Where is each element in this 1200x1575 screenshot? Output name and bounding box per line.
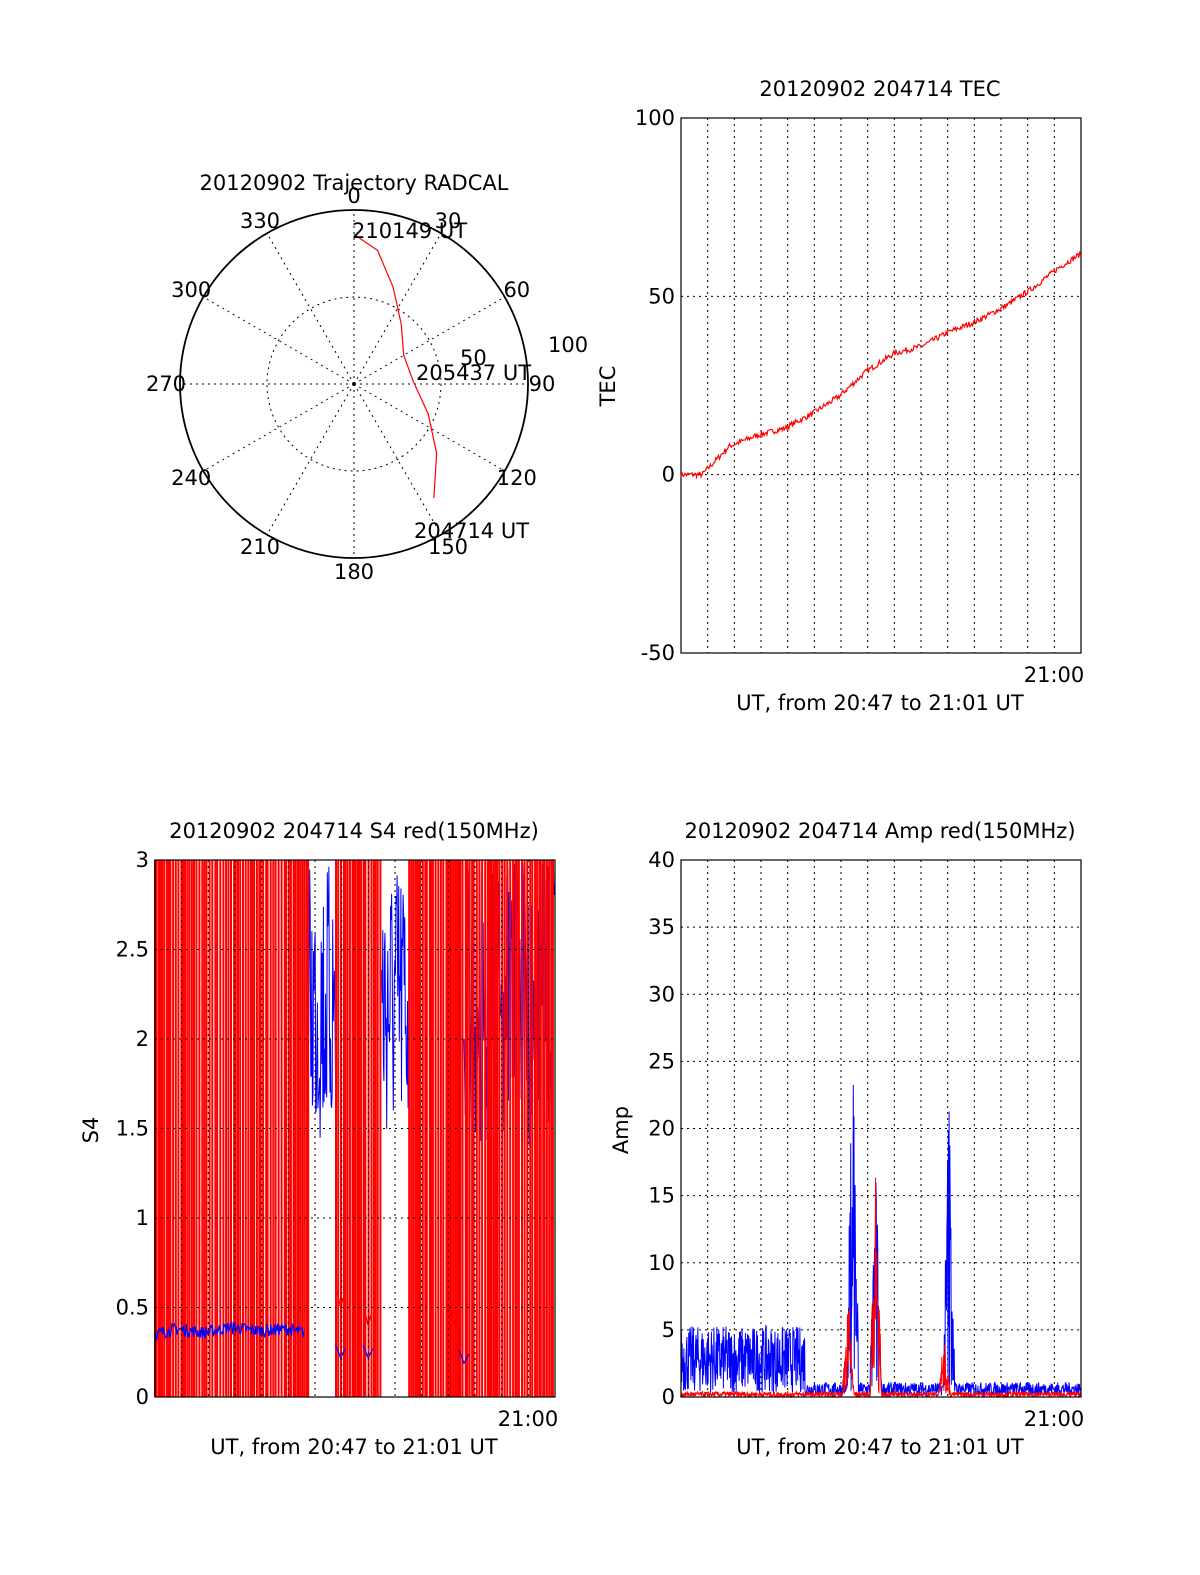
- amp-red-series: [680, 1177, 1082, 1399]
- polar-azimuth-label: 120: [497, 466, 537, 490]
- y-tick-label: 5: [662, 1318, 675, 1342]
- polar-azimuth-label: 270: [146, 372, 186, 396]
- polar-azimuth-label: 0: [347, 184, 360, 208]
- s4-blue-low-point: [458, 1350, 470, 1365]
- amp-x-tick-label: 21:00: [1024, 1407, 1085, 1431]
- polar-radial-label-50: 50: [460, 346, 487, 370]
- trajectory-annotation-start: 204714 UT: [414, 519, 529, 543]
- y-tick-label: 20: [648, 1117, 675, 1141]
- polar-radial-label-100: 100: [548, 333, 588, 357]
- tec-x-axis-label: UT, from 20:47 to 21:01 UT: [736, 691, 1024, 715]
- amp-series: [680, 1084, 1082, 1399]
- s4-blue-dense: [381, 875, 410, 1129]
- polar-ring: [266, 296, 442, 472]
- s4-blue-low-point: [362, 1344, 374, 1360]
- s4-red-low-point: [336, 1289, 346, 1308]
- polar-spoke: [353, 296, 505, 385]
- polar-spoke: [203, 296, 355, 385]
- amp-y-axis-label: Amp: [609, 1106, 633, 1154]
- polar-azimuth-label: 330: [240, 209, 280, 233]
- polar-azimuth-label: 240: [171, 466, 211, 490]
- polar-azimuth-label: 210: [240, 535, 280, 559]
- trajectory-line: [353, 233, 438, 499]
- trajectory-annotation-end: 210149 UT: [352, 219, 467, 243]
- y-tick-label: 100: [635, 106, 675, 130]
- y-tick-label: 1: [136, 1206, 149, 1230]
- polar-spoke: [266, 383, 355, 535]
- tec-y-axis-label: TEC: [596, 366, 620, 408]
- s4-red-low-point: [363, 1307, 373, 1326]
- tec-frame: [680, 117, 1082, 654]
- y-tick-label: 0.5: [116, 1296, 149, 1320]
- polar-spoke: [353, 383, 442, 535]
- y-tick-label: 15: [648, 1184, 675, 1208]
- tec-title: 20120902 204714 TEC: [759, 77, 1000, 101]
- polar-spoke: [353, 383, 505, 472]
- s4-frame: [154, 859, 556, 1398]
- tec-y-tick-labels: -50 0 50 100: [635, 106, 675, 665]
- y-tick-label: -50: [641, 641, 675, 665]
- y-tick-label: 3: [136, 848, 149, 872]
- trajectory-panel: 20120902 Trajectory RADCAL 0 30 60 90 120 150…: [146, 171, 588, 584]
- polar-azimuth-label: 150: [428, 535, 468, 559]
- y-tick-label: 40: [648, 848, 675, 872]
- polar-azimuth-label: 60: [503, 278, 530, 302]
- polar-grid: [180, 210, 528, 558]
- polar-azimuth-label: 90: [529, 372, 556, 396]
- polar-outer-circle: [179, 209, 529, 559]
- s4-x-tick-label: 21:00: [498, 1407, 559, 1431]
- amp-title: 20120902 204714 Amp red(150MHz): [684, 819, 1075, 843]
- y-tick-label: 35: [648, 915, 675, 939]
- y-tick-label: 0: [662, 463, 675, 487]
- tec-grid: [681, 118, 1081, 653]
- s4-y-tick-labels: 0 0.5 1 1.5 2 2.5 3: [116, 848, 149, 1409]
- amp-panel: 20120902 204714 Amp red(150MHz) 0 5 10 15 20…: [609, 819, 1084, 1459]
- s4-x-axis-label: UT, from 20:47 to 21:01 UT: [210, 1435, 498, 1459]
- polar-azimuth-labels: 0 30 60 90 120 150 180 210 240 270 300 330: [146, 184, 555, 584]
- trajectory-title: 20120902 Trajectory RADCAL: [200, 171, 509, 195]
- tec-panel: 20120902 204714 TEC -50 0 50 100 21:00 UT, …: [596, 77, 1084, 715]
- polar-azimuth-label: 30: [435, 209, 462, 233]
- polar-spoke: [266, 233, 355, 385]
- y-tick-label: 0: [136, 1385, 149, 1409]
- polar-spoke: [203, 383, 355, 472]
- s4-red-low-point: [450, 1307, 460, 1326]
- s4-grid: [155, 860, 555, 1397]
- y-tick-label: 30: [648, 982, 675, 1006]
- amp-y-tick-labels: 0 5 10 15 20 25 30 35 40: [648, 848, 675, 1409]
- trajectory-annotation-mid: 205437 UT: [416, 361, 531, 385]
- amp-grid: [681, 860, 1081, 1397]
- s4-blue-baseline: [154, 1321, 305, 1342]
- y-tick-label: 2.5: [116, 938, 149, 962]
- amp-x-axis-label: UT, from 20:47 to 21:01 UT: [736, 1435, 1024, 1459]
- amp-frame: [680, 859, 1082, 1398]
- s4-blue-low-point: [335, 1344, 347, 1360]
- y-tick-label: 1.5: [116, 1117, 149, 1141]
- tec-x-tick-label: 21:00: [1024, 663, 1085, 687]
- tec-series-line: [680, 251, 1082, 480]
- polar-azimuth-label: 300: [171, 278, 211, 302]
- y-tick-label: 50: [648, 284, 675, 308]
- s4-panel: 20120902 204714 S4 red(150MHz) 0 0.5 1 1.5 2…: [79, 819, 558, 1459]
- polar-azimuth-label: 180: [334, 560, 374, 584]
- y-tick-label: 0: [662, 1385, 675, 1409]
- y-tick-label: 2: [136, 1027, 149, 1051]
- s4-title: 20120902 204714 S4 red(150MHz): [169, 819, 539, 843]
- y-tick-label: 10: [648, 1251, 675, 1275]
- y-tick-label: 25: [648, 1049, 675, 1073]
- s4-y-axis-label: S4: [79, 1117, 103, 1144]
- polar-spoke: [353, 233, 442, 385]
- s4-blue-dense: [308, 866, 337, 1138]
